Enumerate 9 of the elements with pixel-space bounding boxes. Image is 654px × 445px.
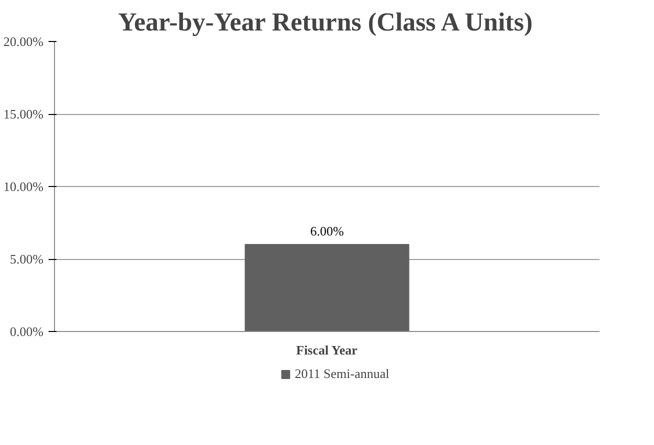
y-tick-label: 0.00% <box>10 324 44 339</box>
x-axis-title: Fiscal Year <box>296 342 358 358</box>
y-tick-label: 20.00% <box>3 34 44 49</box>
y-tick-label: 10.00% <box>3 179 44 194</box>
legend-label: 2011 Semi-annual <box>294 366 390 382</box>
chart-title: Year-by-Year Returns (Class A Units) <box>118 8 533 36</box>
data-label: 6.00% <box>310 224 344 238</box>
y-tick-label: 15.00% <box>3 106 44 122</box>
y-tick-label: 5.00% <box>10 252 44 266</box>
